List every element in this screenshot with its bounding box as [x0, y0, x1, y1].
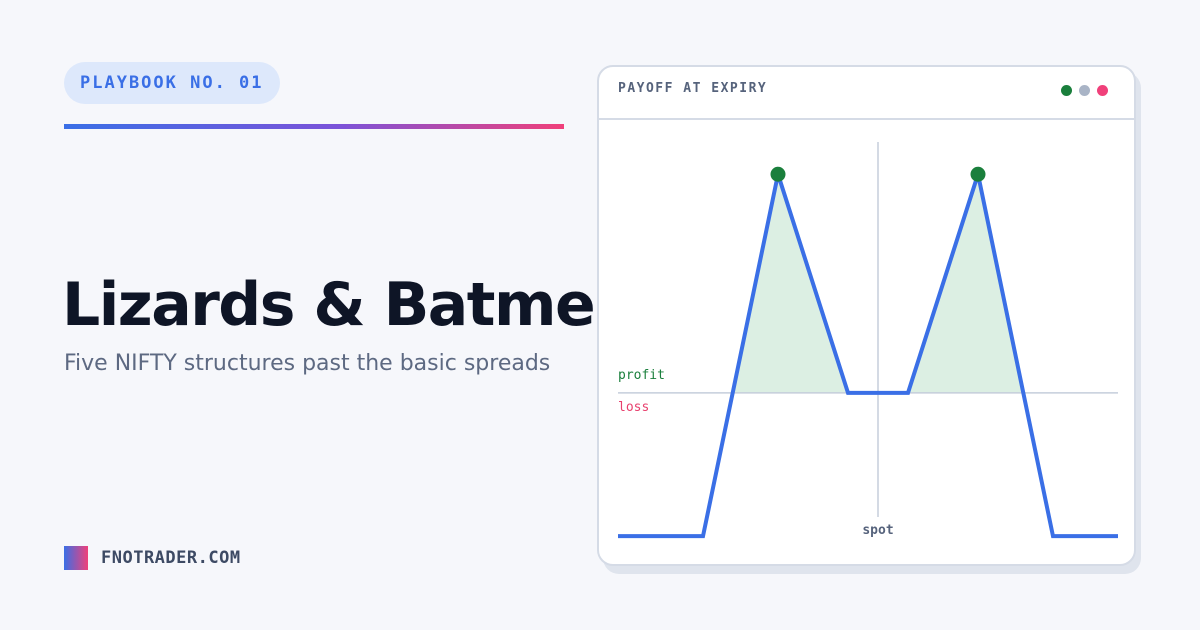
brand-label[interactable]: FNOTRADER.COM — [101, 548, 241, 568]
badge-label: PLAYBOOK NO. 01 — [80, 73, 264, 93]
green-dot-icon[interactable] — [1061, 85, 1072, 96]
loss-label: loss — [618, 400, 649, 415]
payoff-line — [618, 166, 1118, 539]
page-subtitle: Five NIFTY structures past the basic spr… — [64, 351, 551, 376]
peak-marker — [970, 166, 986, 182]
gray-dot-icon[interactable] — [1079, 85, 1090, 96]
payoff-chart: profit loss spot — [618, 142, 1118, 539]
card-header: PAYOFF AT EXPIRY — [599, 67, 1134, 120]
window-controls — [1054, 85, 1108, 96]
card-title: PAYOFF AT EXPIRY — [618, 81, 768, 96]
profit-label: profit — [618, 368, 665, 383]
accent-divider — [64, 124, 564, 129]
page-title: Lizards & Batmen — [62, 270, 637, 340]
profit-area — [732, 174, 1024, 393]
playbook-badge: PLAYBOOK NO. 01 — [64, 62, 280, 104]
brand[interactable]: FNOTRADER.COM — [64, 546, 241, 570]
brand-logo-icon — [64, 546, 88, 570]
red-dot-icon[interactable] — [1097, 85, 1108, 96]
peak-marker — [770, 166, 786, 182]
payoff-card: PAYOFF AT EXPIRY profit loss spot — [597, 65, 1136, 566]
x-axis-label: spot — [862, 523, 893, 538]
